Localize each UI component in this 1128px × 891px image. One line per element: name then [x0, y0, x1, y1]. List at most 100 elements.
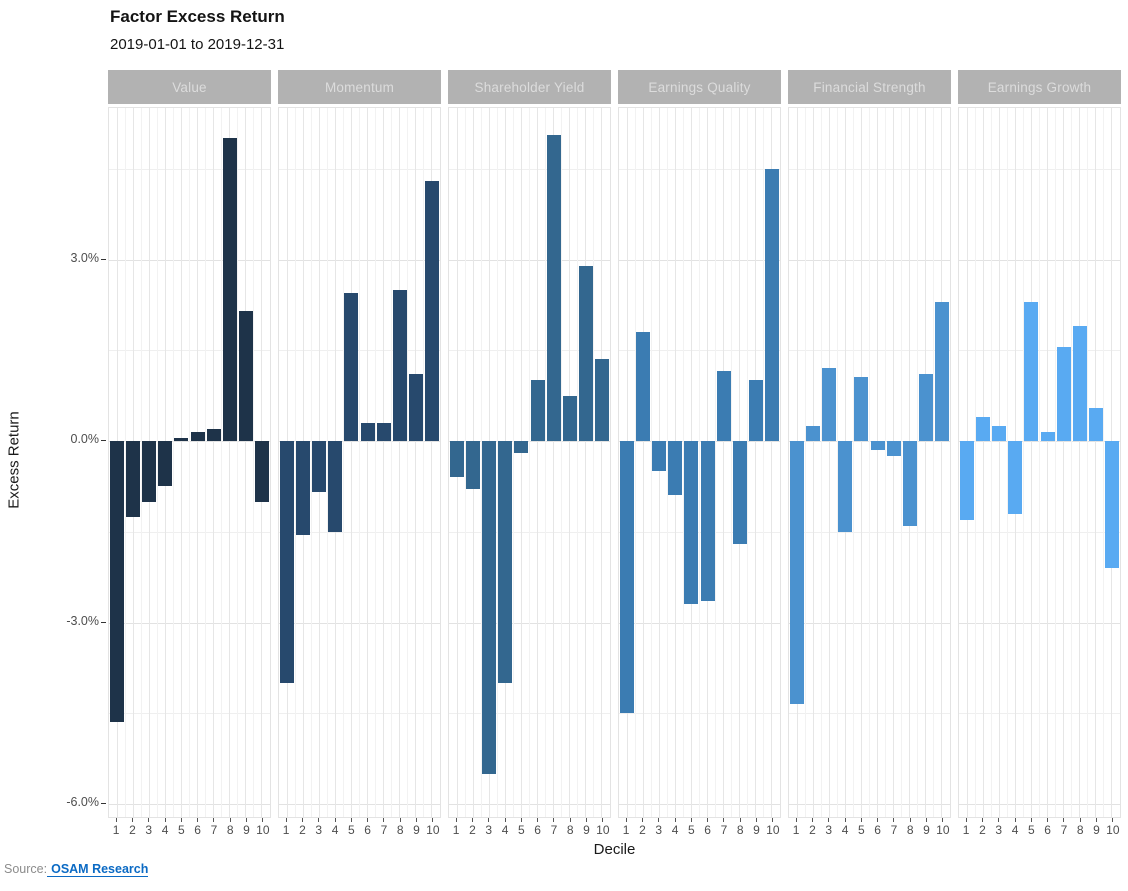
chart-title: Factor Excess Return: [110, 7, 285, 26]
gridline-v-major: [569, 108, 571, 817]
facet-panel-earnings-growth: [958, 107, 1121, 818]
bar-momentum-decile-7: [376, 423, 391, 441]
facet-panel-shareholder-yield: [448, 107, 611, 818]
x-tick-label: 7: [720, 823, 728, 837]
y-tick-mark: [101, 440, 106, 441]
bar-earnings-quality-decile-2: [636, 332, 651, 441]
facet-panel-earnings-quality: [618, 107, 781, 818]
gridline-v-minor: [423, 108, 425, 817]
y-tick-mark: [101, 621, 106, 623]
x-tick-label: 8: [736, 823, 744, 837]
gridline-v-major: [1079, 108, 1081, 817]
x-tick-mark: [164, 818, 166, 822]
x-axis-ticks: [618, 818, 781, 822]
facet-earnings-growth: Earnings Growth 1 2 3 4 5 6 7 8 9 10: [958, 70, 1121, 838]
gridline-v-minor: [205, 108, 207, 817]
bar-earnings-growth-decile-1: [960, 441, 975, 520]
x-tick-label: 2: [639, 823, 646, 837]
y-tick-label: 3.0%: [70, 250, 100, 265]
gridline-v-major: [1030, 108, 1032, 817]
x-tick-mark: [844, 818, 846, 822]
facet-grid: Value 1 2 3 4 5 6 7 8 9 10 Momentum 1 2 3 4 5 6 7 8 9 10 Share…: [108, 70, 1121, 838]
x-tick-mark: [1047, 818, 1049, 822]
gridline-v-minor: [885, 108, 887, 817]
bar-financial-strength-decile-10: [934, 302, 949, 441]
x-tick-mark: [213, 818, 215, 822]
gridline-v-minor: [852, 108, 854, 817]
x-axis-labels: 1 2 3 4 5 6 7 8 9 10: [448, 822, 611, 838]
gridline-v-major: [520, 108, 522, 817]
x-tick-label: 10: [1106, 823, 1120, 837]
x-axis-labels: 1 2 3 4 5 6 7 8 9 10: [108, 822, 271, 838]
x-tick-mark: [318, 818, 320, 822]
gridline-v-major: [383, 108, 385, 817]
gridline-v-major: [723, 108, 725, 817]
gridline-v-major: [585, 108, 587, 817]
bar-earnings-growth-decile-5: [1024, 302, 1039, 441]
gridline-v-major: [553, 108, 555, 817]
y-tick-label: -3.0%: [66, 613, 99, 628]
gridline-v-major: [860, 108, 862, 817]
x-tick-label: 9: [753, 823, 760, 837]
x-tick-mark: [1079, 818, 1081, 822]
x-axis-ticks: [278, 818, 441, 822]
x-tick-label: 10: [766, 823, 780, 837]
x-tick-mark: [1063, 818, 1065, 822]
x-axis-title: Decile: [593, 841, 636, 858]
bar-earnings-quality-decile-9: [748, 380, 763, 441]
x-tick-label: 1: [622, 823, 630, 837]
x-tick-mark: [658, 818, 660, 822]
x-tick-label: 6: [874, 823, 881, 837]
source-prefix: Source:: [4, 862, 48, 876]
gridline-v-minor: [650, 108, 652, 817]
bar-earnings-quality-decile-7: [716, 371, 731, 441]
gridline-v-minor: [1055, 108, 1057, 817]
gridline-v-major: [229, 108, 231, 817]
gridline-v-minor: [253, 108, 255, 817]
y-tick-label: -6.0%: [66, 795, 99, 809]
bar-financial-strength-decile-8: [902, 441, 917, 526]
x-tick-mark: [471, 818, 473, 822]
x-tick-label: 5: [517, 823, 525, 837]
x-tick-mark: [504, 818, 506, 822]
bar-shareholder-yield-decile-9: [578, 266, 593, 441]
bar-shareholder-yield-decile-5: [514, 441, 529, 453]
gridline-v-minor: [1103, 108, 1105, 817]
x-tick-label: 4: [671, 823, 679, 837]
x-tick-mark: [586, 818, 588, 822]
x-tick-label: 2: [299, 823, 306, 837]
chart-subtitle: 2019-01-01 to 2019-12-31: [110, 36, 285, 53]
facet-strip-earnings-growth: Earnings Growth: [958, 70, 1121, 104]
x-tick-label: 3: [825, 823, 833, 837]
x-tick-label: 10: [426, 823, 440, 837]
x-tick-mark: [795, 818, 797, 822]
gridline-v-minor: [294, 108, 296, 817]
x-tick-label: 3: [655, 823, 663, 837]
x-tick-label: 4: [1011, 823, 1019, 837]
bar-momentum-decile-2: [296, 441, 311, 535]
x-tick-mark: [1096, 818, 1098, 822]
x-tick-mark: [148, 818, 150, 822]
gridline-v-minor: [561, 108, 563, 817]
gridline-v-minor: [1071, 108, 1073, 817]
gridline-v-minor: [836, 108, 838, 817]
x-tick-label: 1: [962, 823, 970, 837]
x-axis-labels: 1 2 3 4 5 6 7 8 9 10: [958, 822, 1121, 838]
x-tick-mark: [285, 818, 287, 822]
x-tick-label: 4: [331, 823, 339, 837]
x-tick-label: 9: [413, 823, 420, 837]
x-tick-mark: [877, 818, 879, 822]
x-tick-mark: [739, 818, 741, 822]
bar-shareholder-yield-decile-3: [482, 441, 497, 774]
gridline-v-minor: [917, 108, 919, 817]
x-tick-label: 10: [596, 823, 610, 837]
source-link[interactable]: OSAM Research: [47, 862, 149, 877]
gridline-v-major: [197, 108, 199, 817]
bar-momentum-decile-6: [360, 423, 375, 441]
x-tick-mark: [674, 818, 676, 822]
bar-earnings-growth-decile-8: [1072, 326, 1087, 441]
y-tick-label: 0.0%: [70, 432, 100, 446]
facet-panel-value: [108, 107, 271, 818]
gridline-v-minor: [464, 108, 466, 817]
x-tick-mark: [942, 818, 944, 822]
